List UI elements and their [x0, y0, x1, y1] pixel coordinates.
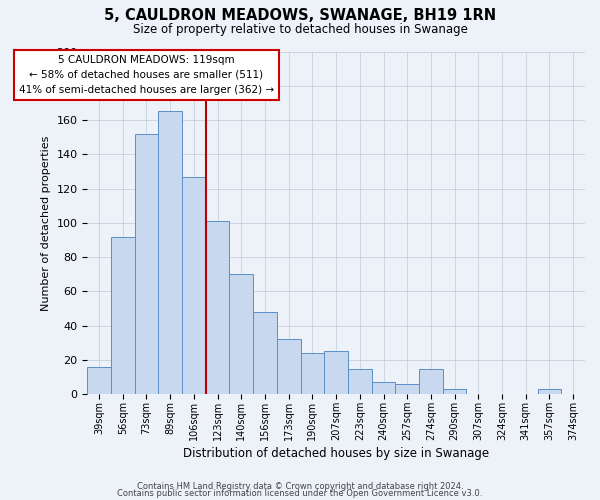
Bar [371, 382, 395, 394]
Bar [324, 352, 348, 395]
Bar [87, 367, 111, 394]
Text: 5 CAULDRON MEADOWS: 119sqm
← 58% of detached houses are smaller (511)
41% of sem: 5 CAULDRON MEADOWS: 119sqm ← 58% of deta… [19, 55, 274, 94]
Bar [206, 221, 229, 394]
Bar [277, 340, 301, 394]
Text: Contains HM Land Registry data © Crown copyright and database right 2024.: Contains HM Land Registry data © Crown c… [137, 482, 463, 491]
Bar [111, 236, 134, 394]
X-axis label: Distribution of detached houses by size in Swanage: Distribution of detached houses by size … [183, 447, 489, 460]
Text: 5, CAULDRON MEADOWS, SWANAGE, BH19 1RN: 5, CAULDRON MEADOWS, SWANAGE, BH19 1RN [104, 8, 496, 22]
Text: Contains public sector information licensed under the Open Government Licence v3: Contains public sector information licen… [118, 489, 482, 498]
Bar [301, 353, 324, 395]
Bar [134, 134, 158, 394]
Bar [419, 368, 443, 394]
Bar [182, 176, 206, 394]
Y-axis label: Number of detached properties: Number of detached properties [41, 135, 51, 310]
Bar [253, 312, 277, 394]
Bar [348, 368, 371, 394]
Bar [443, 389, 466, 394]
Bar [538, 389, 561, 394]
Text: Size of property relative to detached houses in Swanage: Size of property relative to detached ho… [133, 22, 467, 36]
Bar [229, 274, 253, 394]
Bar [158, 112, 182, 395]
Bar [395, 384, 419, 394]
